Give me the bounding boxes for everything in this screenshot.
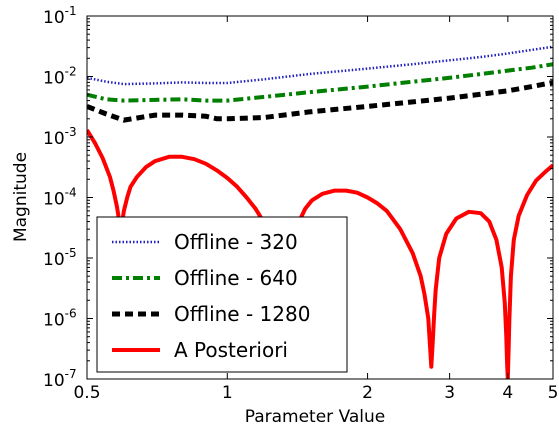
y-tick-label: 10-3 <box>43 125 77 149</box>
legend-label-offline-1280: Offline - 1280 <box>174 302 310 326</box>
y-tick-label: 10-6 <box>43 307 77 331</box>
legend-label-a-posteriori: A Posteriori <box>174 338 288 362</box>
legend-label-offline-640: Offline - 640 <box>174 266 298 290</box>
series-line-a-posteriori <box>87 129 553 379</box>
x-tick-label: 5 <box>548 383 559 403</box>
series-layer <box>87 45 553 379</box>
legend: Offline - 320 Offline - 640 Offline - 1280… <box>96 216 348 373</box>
ticks-layer: 0.5 1 2 3 4 5 10-7 10-6 10-5 10-4 10-3 10-2 10-1 <box>43 4 558 403</box>
y-tick-label: 10-7 <box>43 367 77 391</box>
x-tick-label: 1 <box>222 383 233 403</box>
series-line-offline-320 <box>87 45 553 86</box>
x-tick-label: 0.5 <box>73 383 100 403</box>
series-line-offline-1280 <box>87 79 553 123</box>
y-tick-label: 10-1 <box>43 4 77 28</box>
y-tick-label: 10-5 <box>43 246 77 270</box>
y-axis-title: Magnitude <box>11 152 31 242</box>
x-tick-label: 4 <box>502 383 513 403</box>
x-tick-label: 2 <box>362 383 373 403</box>
x-axis-title: Parameter Value <box>245 407 386 427</box>
legend-label-offline-320: Offline - 320 <box>174 230 298 254</box>
y-tick-label: 10-4 <box>43 186 77 210</box>
x-tick-label: 3 <box>444 383 455 403</box>
y-tick-label: 10-2 <box>43 65 77 89</box>
legend-box <box>96 216 348 373</box>
